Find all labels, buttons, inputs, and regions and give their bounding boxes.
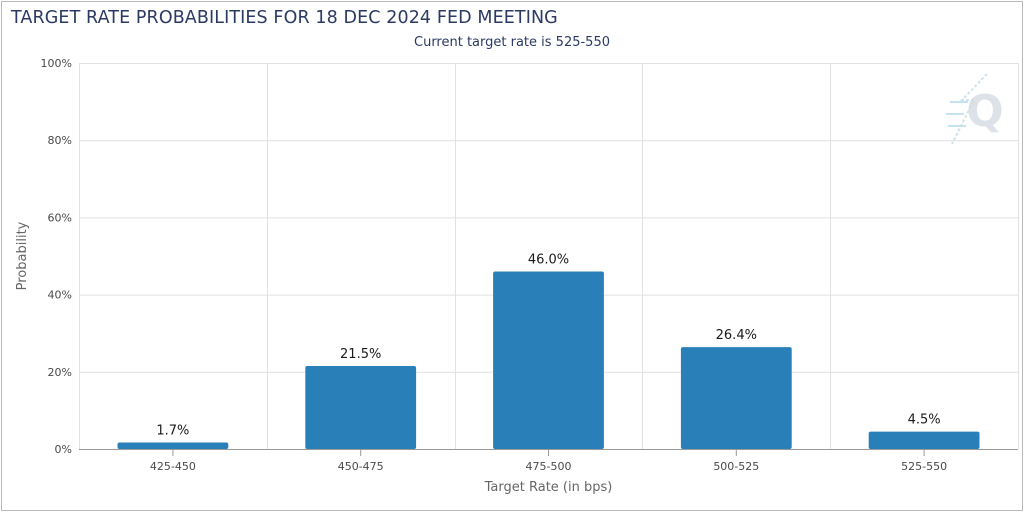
chart-title: TARGET RATE PROBABILITIES FOR 18 DEC 202… [11, 8, 558, 28]
bars [117, 271, 980, 449]
x-axis-ticks: 425-450 450-475 475-500 500-525 525-550 [150, 449, 947, 473]
data-label-500-525: 26.4% [716, 328, 757, 343]
x-tick-label: 500-525 [713, 460, 759, 473]
x-tick-label: 475-500 [526, 460, 572, 473]
y-axis-ticks: 0% 20% 40% 60% 80% 100% [41, 57, 72, 456]
data-label-475-500: 46.0% [528, 252, 569, 267]
x-tick-label: 525-550 [901, 460, 947, 473]
y-tick-label: 100% [41, 57, 72, 70]
y-tick-label: 0% [55, 443, 72, 456]
bar-450-475[interactable] [305, 366, 417, 449]
bar-500-525[interactable] [680, 347, 792, 449]
x-tick-label: 450-475 [338, 460, 384, 473]
data-labels: 1.7% 21.5% 46.0% 26.4% 4.5% [156, 252, 940, 438]
data-label-425-450: 1.7% [156, 423, 189, 438]
y-tick-label: 40% [48, 289, 72, 302]
y-tick-label: 80% [48, 134, 72, 147]
bar-475-500[interactable] [493, 271, 604, 449]
y-tick-label: 20% [48, 366, 72, 379]
chart-subtitle: Current target rate is 525-550 [414, 35, 610, 50]
grid-lines [79, 63, 1019, 449]
y-tick-label: 60% [48, 211, 72, 224]
svg-text:Q: Q [966, 86, 1003, 137]
data-label-525-550: 4.5% [908, 413, 941, 428]
x-axis-title: Target Rate (in bps) [484, 480, 613, 495]
bar-525-550[interactable] [868, 431, 980, 449]
data-label-450-475: 21.5% [340, 347, 381, 362]
y-axis-title: Probability [15, 221, 30, 290]
x-tick-label: 425-450 [150, 460, 196, 473]
bar-425-450[interactable] [117, 442, 229, 449]
watermark-logo: Q [946, 73, 1004, 145]
